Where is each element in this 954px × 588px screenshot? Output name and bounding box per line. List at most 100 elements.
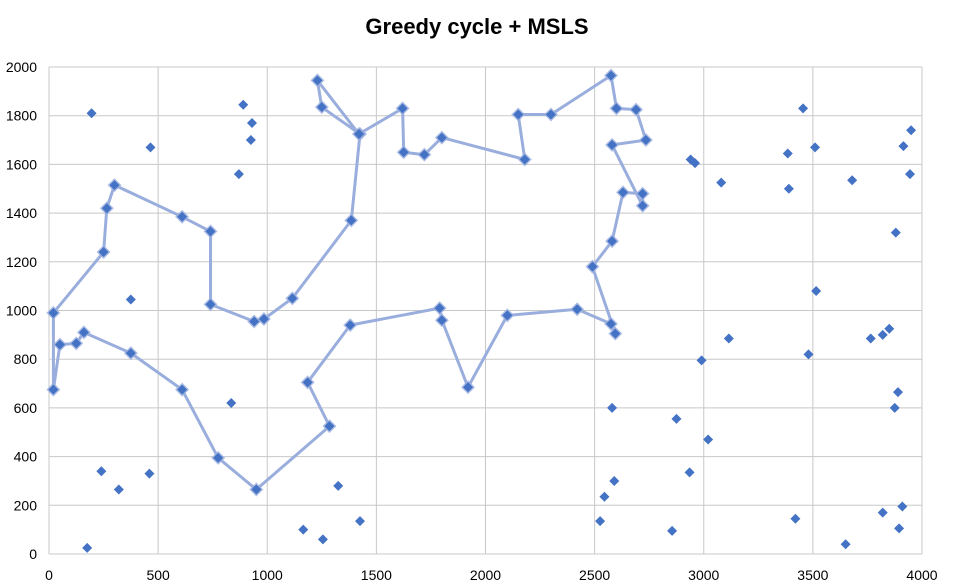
cycle-node-point [177,211,188,222]
data-point [716,177,727,188]
data-point [298,524,309,535]
x-tick-label: 500 [146,567,170,583]
data-point [245,135,256,146]
data-point [125,294,136,305]
cycle-node-point [519,154,530,165]
data-point [82,542,93,553]
cycle-node-point [98,247,109,258]
cycle-node-point [397,103,408,114]
data-point [877,507,888,518]
cycle-node-point [502,310,513,321]
cycle-node-point [287,293,298,304]
cycle-node-point [607,139,618,150]
x-tick-label: 1500 [361,567,392,583]
data-point [803,349,814,360]
cycle-node-point [631,104,642,115]
data-point [782,148,793,159]
cycle-node-point [617,187,628,198]
cycle-node-point [302,377,313,388]
cycle-node-point [312,75,323,86]
y-tick-label: 1200 [6,254,37,270]
y-tick-label: 400 [14,449,38,465]
data-point [595,516,606,527]
cycle-node-point [109,180,120,191]
x-tick-label: 0 [45,567,53,583]
cycle-node-point [637,200,648,211]
data-point [246,118,257,129]
y-tick-label: 1000 [6,303,37,319]
data-point [897,501,908,512]
cycle-node-point [213,452,224,463]
cycle-node-point [345,320,356,331]
cycle-node-point [419,149,430,160]
cycle-node-point [205,226,216,237]
data-point [906,125,917,136]
x-tick-label: 3000 [688,567,719,583]
cycle-node-point [605,318,616,329]
data-point [607,402,618,413]
cycle-node-point [607,236,618,247]
data-point [798,103,809,114]
y-tick-label: 1800 [6,108,37,124]
cycle-node-point [71,338,82,349]
x-tick-label: 2500 [579,567,610,583]
data-point [684,467,695,478]
cycle-node-point [610,328,621,339]
x-axis-ticks: 0 500 1000 1500 2000 2500 3000 3500 4000 [45,567,938,583]
cycle-node-point [101,203,112,214]
cycle-node-point [572,304,583,315]
data-point [671,413,682,424]
data-point [889,402,900,413]
data-point [865,333,876,344]
data-point [86,108,97,119]
x-tick-label: 3500 [797,567,828,583]
cycle-node-point [436,315,447,326]
data-point [898,141,909,152]
data-point [317,534,328,545]
data-point [892,387,903,398]
data-point [723,333,734,344]
cycle-node-point [611,103,622,114]
data-point [96,466,107,477]
cycle-node-point [436,132,447,143]
data-point [703,434,714,445]
cycle-node-point [54,339,65,350]
data-point [877,329,888,340]
cycle-node-point [605,70,616,81]
y-tick-label: 0 [29,546,37,562]
cycle-node-point [78,327,89,338]
cycle-node-point [324,421,335,432]
cycle-node-point [637,188,648,199]
data-point [113,484,124,495]
cycle-node-point [640,135,651,146]
data-point [667,525,678,536]
data-point [226,398,237,409]
data-point [783,183,794,194]
y-axis-ticks: 0 200 400 600 800 1000 1200 1400 1600 1800 2000 [6,59,37,562]
data-point [696,355,707,366]
x-tick-label: 2000 [470,567,501,583]
cycle-node-point [258,314,269,325]
cycle-node-point [353,128,364,139]
x-tick-label: 4000 [906,567,937,583]
cycle-node-point [48,307,59,318]
data-point [609,475,620,486]
points-group [46,68,917,553]
grid-lines [48,66,923,555]
cycle-node-point [249,316,260,327]
y-tick-label: 2000 [6,59,37,75]
data-point [690,158,701,169]
cycle-node-point [587,261,598,272]
chart-title: Greedy cycle + MSLS [365,14,589,39]
data-point [811,286,822,297]
cycle-node-point [346,215,357,226]
cycle-node-point [434,303,445,314]
cycle-node-point [316,102,327,113]
data-point [144,468,155,479]
cycle-node-point [48,384,59,395]
data-point [145,142,156,153]
cycle-node-point [251,484,262,495]
cycle-node-point [177,384,188,395]
cycle-node-point [545,109,556,120]
